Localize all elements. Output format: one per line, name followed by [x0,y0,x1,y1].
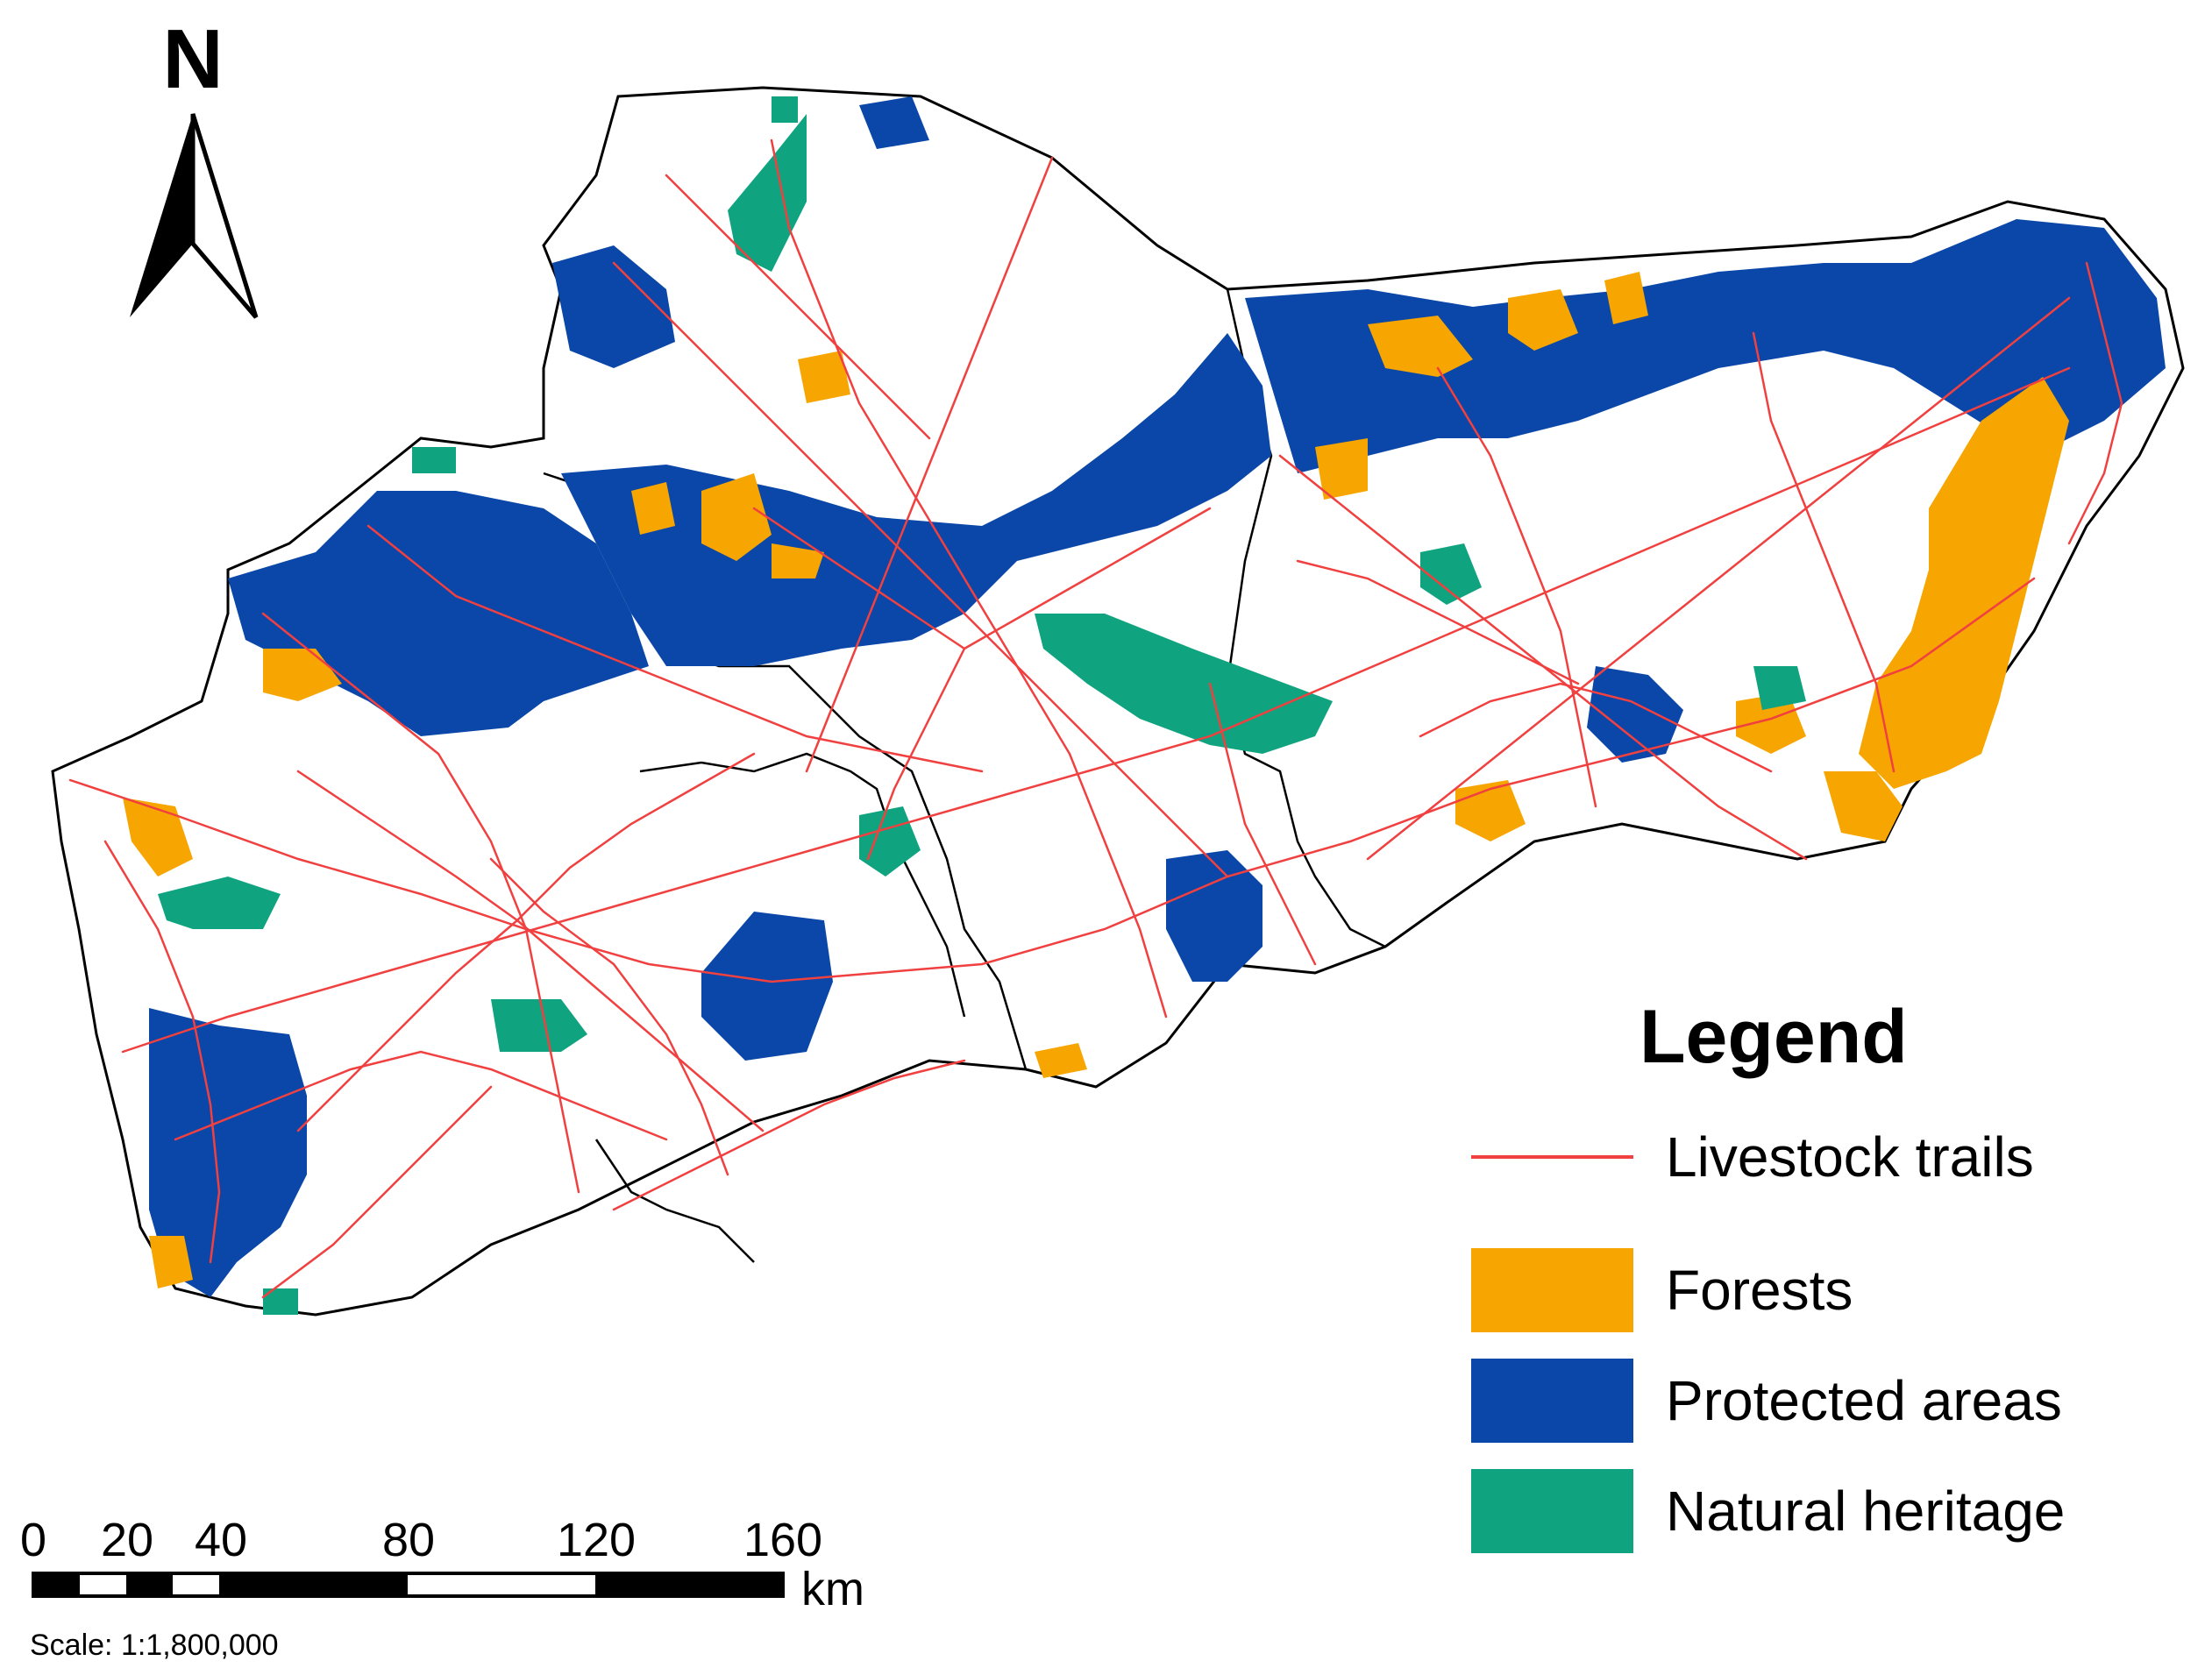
livestock-trails-layer [68,138,2123,1299]
livestock-trail [121,366,2071,1054]
livestock-trail [1208,682,1317,966]
legend-label: Natural heritage [1666,1480,2066,1543]
legend-item-forests: Forests [1455,1246,2174,1334]
forest-patch [1368,316,1473,377]
forests-swatch [1471,1248,1633,1332]
legend-label: Forests [1666,1259,1853,1322]
livestock-trail [366,524,984,773]
legend-title: Legend [1639,995,1908,1079]
scale-tick-label: 120 [556,1514,637,1566]
livestock-trail [963,507,1212,650]
livestock-trail [103,840,221,1264]
livestock-trail [665,174,931,440]
protected-area [149,1008,307,1297]
legend-item-protected-areas: Protected areas [1455,1357,2174,1444]
forest-patch [123,798,193,877]
livestock-trail [752,507,966,650]
livestock-trail [1296,559,1580,685]
livestock-trail [68,577,2036,983]
livestock-trail [261,612,580,1194]
protected-area [701,912,833,1061]
province-border [639,752,966,1018]
north-arrow-icon [130,113,259,319]
legend-item-natural-heritage: Natural heritage [1455,1467,2174,1555]
scale-ratio-text: Scale: 1:1,800,000 [30,1629,279,1662]
livestock-trail [296,919,519,1132]
livestock-trail [1366,296,2071,861]
forest-patch [1736,692,1806,754]
scale-tick-label: 160 [743,1514,823,1566]
livestock-trail [1419,682,1773,773]
heritage-area [728,114,807,272]
scale-bar-graphic [32,1572,785,1598]
livestock-trail [770,138,1168,1019]
livestock-trail [805,156,1054,773]
forest-patch [1315,438,1368,500]
natural-heritage-layer [158,96,1806,1315]
scale-tick-label: 40 [194,1514,248,1566]
heritage-area [412,447,456,473]
heritage-area [772,96,798,123]
protected-area [859,96,929,149]
protected-areas-layer [149,96,2166,1297]
forest-patch [1035,1043,1087,1078]
scale-bar: 0 20 40 80 120 160 km Scale: 1:1,800,000 [18,1508,894,1665]
north-label: N [162,12,224,106]
province-border [594,1139,755,1263]
natural-heritage-swatch [1471,1469,1633,1553]
scale-unit-label: km [801,1563,864,1615]
livestock-trail [612,261,1229,878]
heritage-area [1420,543,1482,605]
heritage-area [263,1288,298,1315]
livestock-trail [866,647,966,861]
forest-patch [1859,377,2069,789]
livestock-trail [174,1050,668,1141]
heritage-area [158,877,281,929]
livestock-trail [2067,261,2123,545]
protected-area [552,245,675,368]
forest-patch [149,1236,193,1288]
scale-tick-label: 0 [19,1514,47,1566]
protected-area [1587,666,1683,763]
legend-item-livestock-trails: Livestock trails [1455,1113,2174,1201]
protected-area [1245,219,2166,473]
heritage-area [1035,614,1333,754]
livestock-trail [1436,366,1597,808]
forest-patch [798,351,850,403]
forest-patch [1824,771,1903,841]
protected-area [1166,850,1262,982]
livestock-trail [612,1059,966,1211]
forest-patch [1508,289,1578,351]
legend-label: Protected areas [1666,1369,2062,1432]
forest-patch [701,473,772,561]
livestock-trail [1752,331,1895,773]
legend-label: Livestock trails [1666,1125,2034,1189]
forest-patch [772,543,824,578]
scale-tick-label: 80 [381,1514,436,1566]
forest-patch [631,482,675,535]
protected-area [561,333,1271,666]
protected-areas-swatch [1471,1359,1633,1443]
livestock-trail [516,919,765,1132]
forest-patch [1604,272,1648,324]
heritage-area [491,999,587,1052]
livestock-trail [296,770,519,922]
scale-tick-label: 20 [100,1514,154,1566]
livestock-trail [516,752,756,922]
heritage-area [1753,666,1806,710]
livestock-trails-line-swatch [1471,1155,1633,1159]
livestock-trail [261,1085,493,1299]
